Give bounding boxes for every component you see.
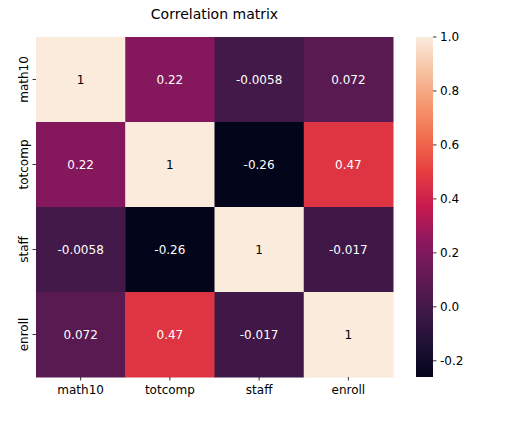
y-tick [33,249,37,250]
cell [304,207,394,293]
cell-label: 0.47 [157,328,184,342]
y-tick-label: totcomp [17,140,31,190]
cell-label: -0.0058 [57,243,103,257]
cell [304,37,394,123]
cell [215,292,305,378]
cell [304,122,394,208]
colorbar-tick [433,90,437,91]
cell [215,122,305,208]
colorbar-tick-label: 0.2 [440,246,459,260]
cell [125,122,215,208]
cell-label: 0.47 [335,158,362,172]
x-tick [80,377,81,381]
colorbar-tick-label: 1.0 [440,30,459,44]
colorbar-tick [433,252,437,253]
chart: Correlation matrix 1 0.22 -0.0058 0.072 0.22 1… [0,0,527,435]
cell [36,292,126,378]
cell [36,207,126,293]
cell [125,37,215,123]
colorbar-tick [433,360,437,361]
cell-label: 1 [255,243,263,257]
x-tick-label: enroll [332,383,366,397]
x-tick [348,377,349,381]
cell-label: -0.26 [154,243,185,257]
x-tick [169,377,170,381]
cell [125,207,215,293]
cell [125,292,215,378]
x-tick-label: totcomp [145,383,195,397]
x-tick-label: staff [246,383,273,397]
colorbar-tick-label: 0.8 [440,84,459,98]
cell [304,292,394,378]
cell [215,207,305,293]
y-tick [33,334,37,335]
colorbar-tick [433,37,437,38]
colorbar-tick-label: 0.0 [440,300,459,314]
colorbar-tick [433,198,437,199]
title: Correlation matrix [151,6,278,22]
colorbar-tick [433,306,437,307]
cell-label: -0.017 [329,243,368,257]
cell-label: -0.017 [240,328,279,342]
colorbar-tick-label: 0.6 [440,138,459,152]
cell-label: -0.0058 [236,73,282,87]
cell-label: 0.22 [67,158,94,172]
x-tick [259,377,260,381]
y-tick-label: staff [17,235,31,262]
y-tick-label: math10 [17,56,31,103]
cell-label: 1 [345,328,353,342]
cell [36,122,126,208]
y-tick-label: enroll [17,318,31,352]
colorbar-tick [433,144,437,145]
cell-label: 1 [77,73,85,87]
cell-label: 0.22 [157,73,184,87]
x-tick-label: math10 [57,383,104,397]
cell-label: -0.26 [244,158,275,172]
cell-label: 1 [166,158,174,172]
colorbar [416,37,433,377]
cell-label: 0.072 [63,328,97,342]
y-tick [33,79,37,80]
y-tick [33,164,37,165]
colorbar-tick-label: 0.4 [440,192,459,206]
colorbar-tick-label: -0.2 [440,354,463,368]
cell [36,37,126,123]
cell [215,37,305,123]
cells [36,37,394,378]
cell-label: 0.072 [331,73,365,87]
